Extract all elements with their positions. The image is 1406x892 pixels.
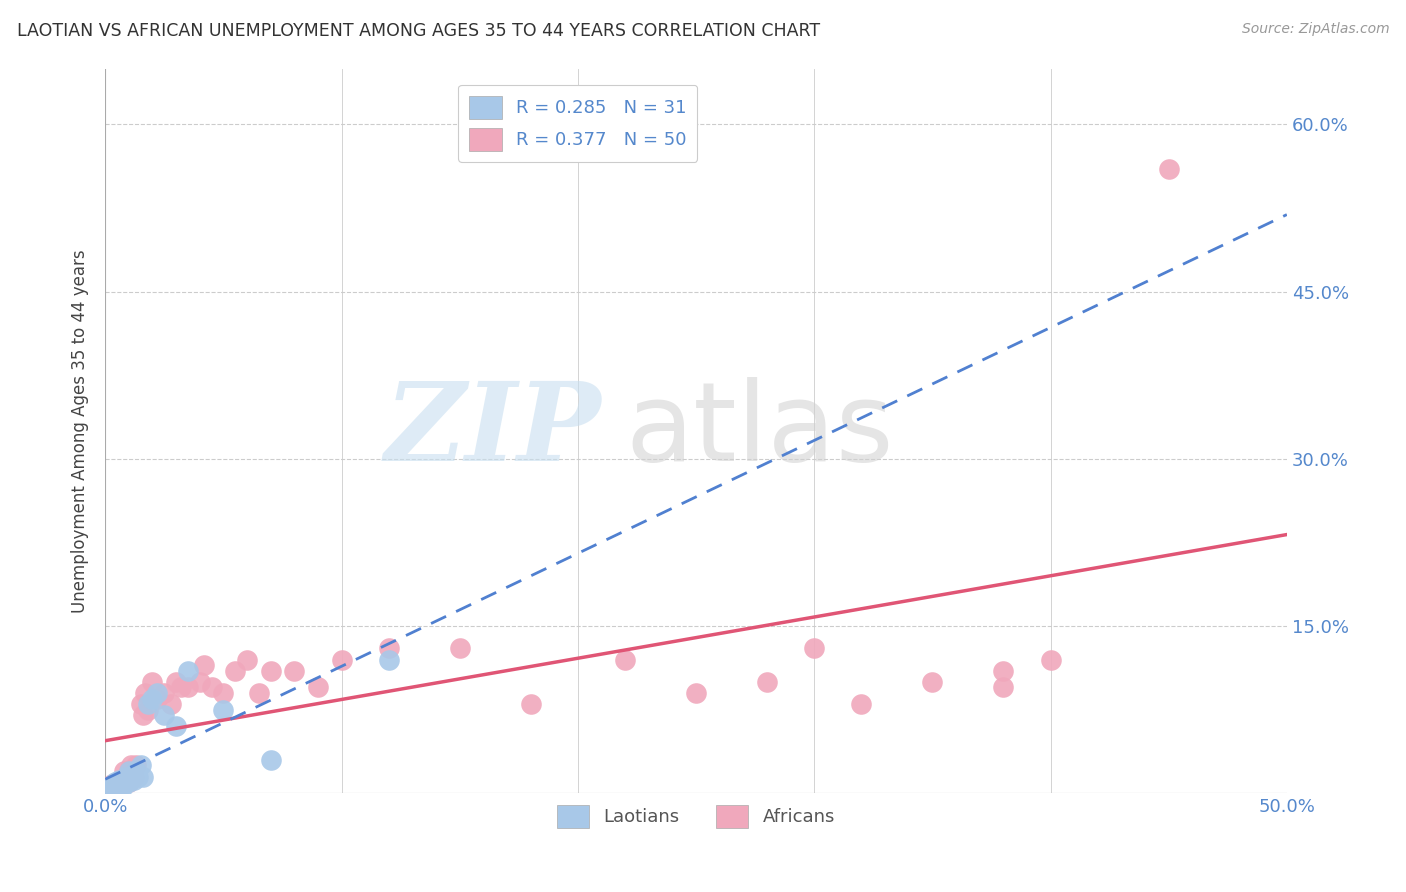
Point — [755, 674, 778, 689]
Point — [132, 770, 155, 784]
Point — [122, 770, 145, 784]
Point — [108, 775, 131, 789]
Point — [146, 686, 169, 700]
Point — [519, 697, 541, 711]
Point — [101, 780, 124, 795]
Point — [146, 691, 169, 706]
Point — [921, 674, 943, 689]
Point — [98, 780, 121, 795]
Point — [247, 686, 270, 700]
Point — [165, 674, 187, 689]
Point — [153, 686, 176, 700]
Point — [188, 674, 211, 689]
Point — [125, 764, 148, 778]
Point — [307, 681, 329, 695]
Point — [120, 758, 142, 772]
Point — [122, 772, 145, 787]
Point — [993, 664, 1015, 678]
Text: atlas: atlas — [626, 377, 894, 484]
Point — [132, 708, 155, 723]
Point — [259, 753, 281, 767]
Point — [212, 686, 235, 700]
Point — [105, 775, 128, 789]
Text: LAOTIAN VS AFRICAN UNEMPLOYMENT AMONG AGES 35 TO 44 YEARS CORRELATION CHART: LAOTIAN VS AFRICAN UNEMPLOYMENT AMONG AG… — [17, 22, 820, 40]
Point — [134, 686, 156, 700]
Point — [108, 775, 131, 789]
Point — [115, 770, 138, 784]
Point — [236, 652, 259, 666]
Point — [115, 775, 138, 789]
Point — [803, 641, 825, 656]
Point — [111, 777, 134, 791]
Point — [101, 777, 124, 791]
Point — [120, 770, 142, 784]
Point — [104, 780, 127, 795]
Point — [614, 652, 637, 666]
Point — [112, 772, 135, 787]
Point — [224, 664, 246, 678]
Point — [378, 652, 401, 666]
Point — [118, 764, 141, 778]
Text: ZIP: ZIP — [385, 377, 602, 484]
Point — [378, 641, 401, 656]
Point — [129, 758, 152, 772]
Point — [118, 764, 141, 778]
Point — [212, 703, 235, 717]
Point — [115, 770, 138, 784]
Point — [259, 664, 281, 678]
Point — [104, 775, 127, 789]
Point — [141, 691, 163, 706]
Point — [1157, 161, 1180, 176]
Point — [108, 772, 131, 787]
Point — [177, 664, 200, 678]
Point — [105, 775, 128, 789]
Point — [136, 703, 159, 717]
Point — [851, 697, 873, 711]
Point — [283, 664, 305, 678]
Point — [129, 697, 152, 711]
Point — [170, 681, 193, 695]
Point — [111, 780, 134, 795]
Point — [177, 681, 200, 695]
Point — [125, 758, 148, 772]
Point — [330, 652, 353, 666]
Point — [165, 719, 187, 733]
Point — [1039, 652, 1062, 666]
Point — [98, 780, 121, 795]
Point — [118, 775, 141, 789]
Legend: Laotians, Africans: Laotians, Africans — [550, 797, 842, 835]
Point — [200, 681, 222, 695]
Point — [685, 686, 707, 700]
Point — [118, 775, 141, 789]
Point — [993, 681, 1015, 695]
Point — [153, 708, 176, 723]
Point — [449, 641, 471, 656]
Point — [105, 780, 128, 795]
Point — [112, 777, 135, 791]
Point — [105, 780, 128, 795]
Point — [112, 772, 135, 787]
Point — [112, 764, 135, 778]
Point — [136, 697, 159, 711]
Point — [104, 780, 127, 795]
Point — [111, 775, 134, 789]
Point — [193, 658, 215, 673]
Point — [160, 697, 183, 711]
Point — [127, 770, 149, 784]
Text: Source: ZipAtlas.com: Source: ZipAtlas.com — [1241, 22, 1389, 37]
Y-axis label: Unemployment Among Ages 35 to 44 years: Unemployment Among Ages 35 to 44 years — [72, 249, 89, 613]
Point — [141, 674, 163, 689]
